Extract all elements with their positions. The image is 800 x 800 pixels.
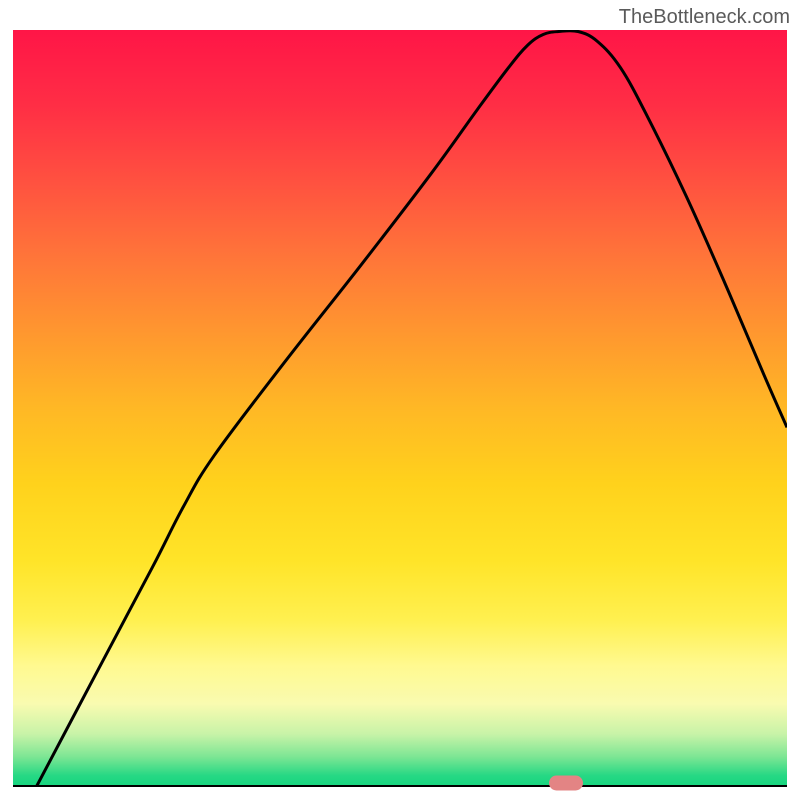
optimal-marker [549,776,583,791]
bottleneck-curve [13,30,787,787]
watermark-text: TheBottleneck.com [619,6,790,29]
chart-plot-area [13,30,787,787]
